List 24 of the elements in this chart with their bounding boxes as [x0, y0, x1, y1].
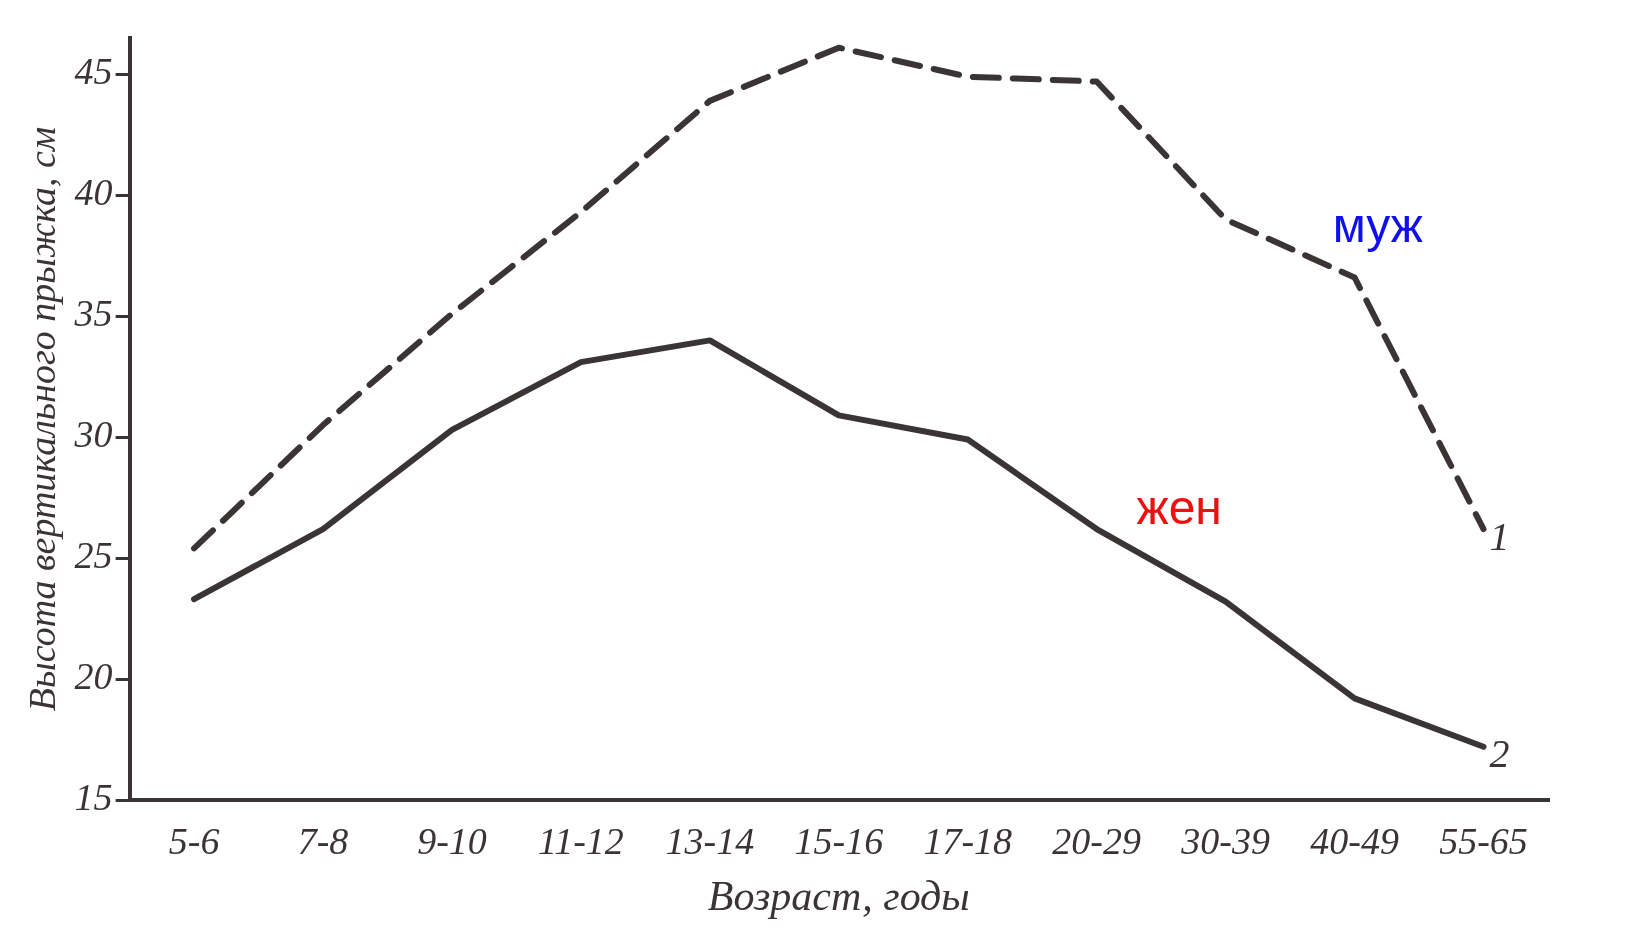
y-tick-label: 30: [73, 413, 113, 456]
y-tick-label: 25: [74, 534, 113, 577]
x-tick-label: 15-16: [794, 819, 884, 862]
y-tick-label: 40: [74, 171, 113, 214]
annotation: муж: [1332, 198, 1423, 252]
y-tick-label: 35: [73, 292, 113, 335]
x-tick-label: 17-18: [923, 819, 1013, 862]
y-tick-label: 45: [74, 50, 113, 93]
y-tick-label: 15: [74, 775, 113, 818]
x-tick-label: 9-10: [417, 819, 487, 862]
y-axis-title: Высота вертикального прыжка, см: [20, 126, 63, 712]
x-tick-label: 30-39: [1180, 819, 1270, 862]
x-tick-label: 55-65: [1439, 819, 1528, 862]
series-label: 2: [1489, 731, 1510, 777]
x-tick-label: 5-6: [168, 819, 220, 862]
x-tick-label: 20-29: [1052, 819, 1142, 862]
x-axis-title: Возраст, годы: [707, 872, 970, 919]
y-tick-label: 20: [74, 655, 113, 698]
x-tick-label: 40-49: [1310, 819, 1399, 862]
x-tick-label: 11-12: [537, 819, 624, 862]
x-tick-label: 13-14: [665, 819, 755, 862]
x-tick-label: 7-8: [297, 819, 349, 862]
series-label: 1: [1489, 513, 1510, 559]
annotation: жен: [1136, 480, 1222, 534]
